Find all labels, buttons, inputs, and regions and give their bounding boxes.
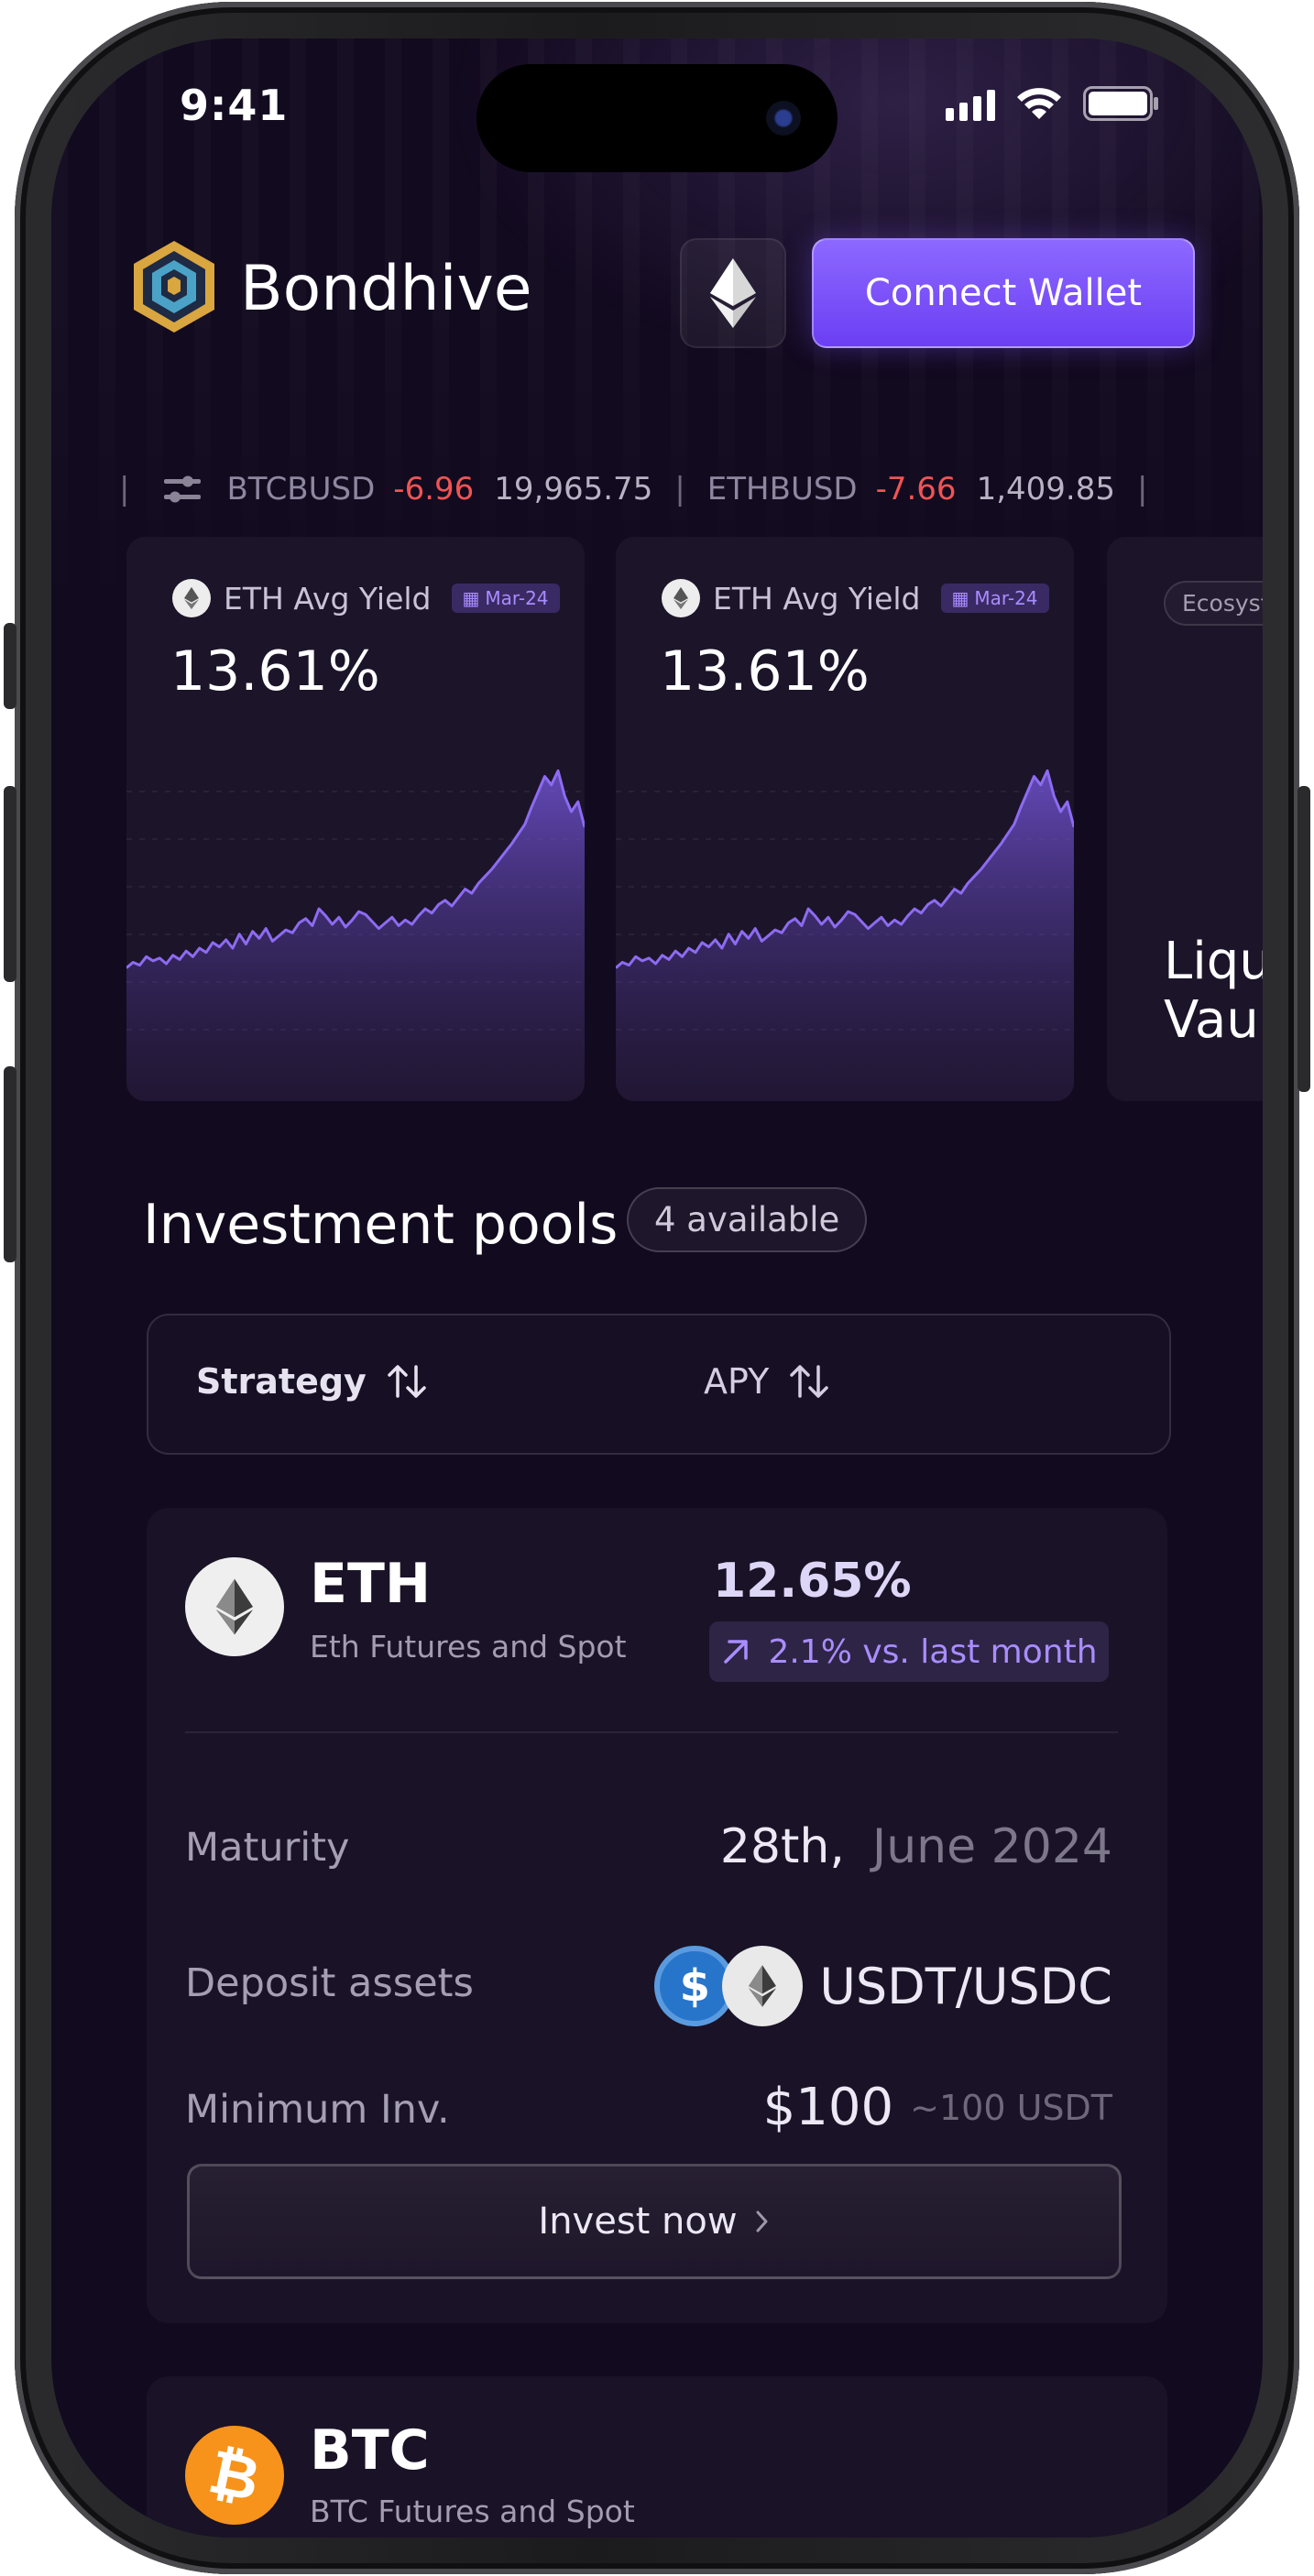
- calendar-icon: ▦: [462, 587, 480, 609]
- signal-icon: [946, 88, 995, 121]
- ticker-price: 1,409.85: [976, 471, 1115, 508]
- ticker-divider: |: [1136, 471, 1148, 508]
- ticker-change: -6.96: [393, 471, 475, 508]
- app-screen: 9:41 Bondhive Connect Wallet |: [51, 38, 1263, 2538]
- vault-card-title-line: Liqu: [1164, 932, 1263, 991]
- yield-card-value: 13.61%: [660, 639, 870, 704]
- sort-strategy-button[interactable]: Strategy: [196, 1361, 427, 1402]
- date-chip-label: Mar-24: [974, 587, 1038, 609]
- ethereum-icon: [185, 1557, 284, 1656]
- sort-apy-label: APY: [704, 1361, 770, 1402]
- price-ticker: | BTCBUSD -6.96 19,965.75 | ETHBUSD -7.6…: [119, 462, 1263, 517]
- yield-card-label: ETH Avg Yield: [713, 580, 921, 617]
- sort-apy-button[interactable]: APY: [704, 1361, 829, 1402]
- deposit-assets-text: USDT/USDC: [819, 1957, 1112, 2015]
- yield-chart: [126, 769, 585, 1101]
- phone-power-button: [1298, 786, 1310, 1092]
- pool-card-btc: ₿ BTC BTC Futures and Spot: [147, 2376, 1167, 2538]
- yield-card-label: ETH Avg Yield: [224, 580, 432, 617]
- minimum-investment-value: $100 ~100 USDT: [763, 2078, 1112, 2137]
- phone-volume-down: [4, 1066, 16, 1262]
- dynamic-island: [476, 64, 838, 172]
- battery-icon: [1083, 86, 1158, 121]
- pool-apy: 12.65%: [713, 1554, 912, 1609]
- maturity-value: 28th, June 2024: [720, 1819, 1112, 1874]
- sort-arrows-icon: [388, 1365, 426, 1398]
- date-chip: ▦ Mar-24: [451, 584, 560, 613]
- maturity-label: Maturity: [185, 1825, 350, 1871]
- camera-icon: [766, 101, 801, 136]
- phone-volume-up: [4, 786, 16, 982]
- chart-area: [126, 770, 585, 1101]
- ticker-change: -7.66: [875, 471, 957, 508]
- ticker-symbol: BTCBUSD: [226, 471, 376, 508]
- brand-name: Bondhive: [240, 253, 532, 325]
- chevron-right-icon: [756, 2210, 768, 2232]
- deposit-assets-value: $ USDT/USDC: [654, 1946, 1112, 2026]
- section-title: Investment pools: [143, 1193, 619, 1257]
- bitcoin-icon: ₿: [185, 2426, 284, 2525]
- yield-card-header: ETH Avg Yield ▦ Mar-24: [172, 579, 560, 617]
- invest-now-label: Invest now: [538, 2200, 738, 2243]
- calendar-icon: ▦: [951, 587, 969, 609]
- status-time: 9:41: [180, 81, 289, 130]
- vault-card-title-line: Vau: [1164, 990, 1259, 1050]
- arrow-up-right-icon: [724, 1640, 749, 1664]
- usdc-icon: $: [654, 1946, 736, 2026]
- date-chip: ▦ Mar-24: [940, 584, 1049, 613]
- sort-arrows-icon: [790, 1365, 829, 1398]
- ticker-price: 19,965.75: [494, 471, 653, 508]
- pool-subtitle: BTC Futures and Spot: [310, 2494, 635, 2529]
- date-chip-label: Mar-24: [485, 587, 549, 609]
- pool-subtitle: Eth Futures and Spot: [310, 1629, 627, 1665]
- vault-card-title: Liqu Vau: [1164, 933, 1263, 1050]
- trend-badge: 2.1% vs. last month: [709, 1621, 1109, 1682]
- chart-area: [616, 770, 1074, 1101]
- vault-card[interactable]: Ecosyst Liqu Vau: [1107, 537, 1263, 1101]
- pool-card-eth: ETH Eth Futures and Spot 12.65% 2.1% vs.…: [147, 1508, 1167, 2323]
- yield-card-header: ETH Avg Yield ▦ Mar-24: [662, 579, 1049, 617]
- deposit-asset-icons: $: [654, 1946, 804, 2026]
- yield-card[interactable]: ETH Avg Yield ▦ Mar-24 13.61%: [126, 537, 585, 1101]
- network-selector-button[interactable]: [680, 238, 786, 348]
- chart-series-line: [126, 769, 585, 969]
- ethereum-icon: [172, 579, 211, 617]
- sort-bar: Strategy APY: [147, 1314, 1171, 1455]
- ticker-divider: |: [674, 471, 685, 508]
- sort-strategy-label: Strategy: [196, 1361, 367, 1402]
- chart-series-line: [616, 769, 1074, 969]
- ecosystem-chip: Ecosyst: [1164, 581, 1263, 626]
- yield-card-value: 13.61%: [170, 639, 380, 704]
- divider: [185, 1731, 1118, 1733]
- bondhive-logo-icon: [134, 241, 214, 333]
- ticker-symbol: ETHBUSD: [706, 471, 858, 508]
- invest-now-button[interactable]: Invest now: [187, 2164, 1122, 2279]
- pool-name: ETH: [310, 1552, 432, 1616]
- minimum-amount-usdt: ~100 USDT: [910, 2087, 1112, 2128]
- trend-text: 2.1% vs. last month: [768, 1632, 1098, 1671]
- minimum-amount: $100: [762, 2078, 894, 2137]
- pool-name: BTC: [310, 2418, 430, 2483]
- maturity-month-year: June 2024: [871, 1819, 1112, 1874]
- ticker-divider: |: [119, 471, 130, 508]
- yield-chart: [616, 769, 1074, 1101]
- ethereum-icon: [662, 579, 700, 617]
- sliders-icon[interactable]: [162, 471, 203, 508]
- available-count-badge: 4 available: [627, 1187, 868, 1252]
- maturity-day: 28th,: [719, 1819, 845, 1874]
- ethereum-icon: [710, 258, 756, 328]
- phone-mute-switch: [4, 623, 16, 709]
- minimum-investment-label: Minimum Inv.: [185, 2087, 450, 2133]
- status-icons: [946, 86, 1158, 121]
- yield-card[interactable]: ETH Avg Yield ▦ Mar-24 13.61%: [616, 537, 1074, 1101]
- connect-wallet-button[interactable]: Connect Wallet: [812, 238, 1195, 348]
- ethereum-icon: [722, 1946, 804, 2026]
- deposit-assets-label: Deposit assets: [185, 1960, 474, 2006]
- wifi-icon: [1017, 88, 1061, 119]
